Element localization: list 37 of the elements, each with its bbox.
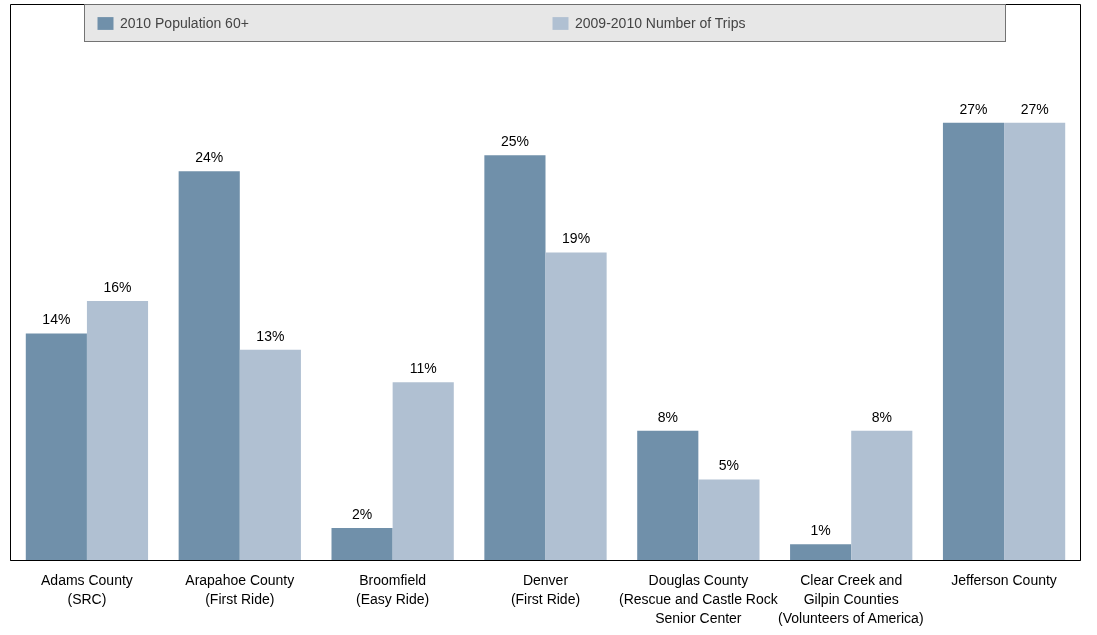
bar <box>545 252 607 561</box>
legend-label: 2010 Population 60+ <box>120 15 250 31</box>
data-label: 16% <box>103 279 132 296</box>
bar <box>698 479 760 561</box>
bar <box>790 544 852 561</box>
x-tick-label: Denver (First Ride) <box>510 571 581 607</box>
bar <box>239 349 301 561</box>
x-tick-label: Jefferson County <box>951 571 1057 588</box>
data-label: 5% <box>718 457 740 474</box>
x-tick-label: Broomfield (Easy Ride) <box>356 571 430 607</box>
data-label: 25% <box>500 133 529 150</box>
data-label: 8% <box>871 408 892 425</box>
x-tick-label: Douglas County (Rescue and Castle Rock Senior Center <box>618 571 779 626</box>
data-label: 27% <box>1020 100 1049 117</box>
x-tick-label: Arapahoe County (First Ride) <box>185 571 295 607</box>
bar <box>392 382 454 561</box>
legend-label: 2009-2010 Number of Trips <box>575 15 747 31</box>
bar <box>331 528 393 561</box>
bar <box>484 155 546 561</box>
data-label: 19% <box>562 230 591 247</box>
x-tick-label: Adams County (SRC) <box>41 571 133 607</box>
data-label: 13% <box>256 327 285 344</box>
x-tick-label: Clear Creek and Gilpin Counties (Volunteers of America) <box>778 571 924 626</box>
bar <box>1004 122 1066 561</box>
data-label: 2% <box>351 506 373 523</box>
bar <box>178 171 240 561</box>
bar <box>25 333 87 561</box>
bar <box>942 122 1005 561</box>
bar <box>86 301 149 561</box>
data-label: 14% <box>42 311 71 328</box>
data-label: 27% <box>959 100 988 117</box>
data-label: 8% <box>657 408 678 425</box>
data-label: 1% <box>810 522 831 539</box>
data-label: 24% <box>195 149 224 166</box>
bar <box>637 430 699 561</box>
data-label: 11% <box>409 360 437 377</box>
bar <box>851 430 913 561</box>
